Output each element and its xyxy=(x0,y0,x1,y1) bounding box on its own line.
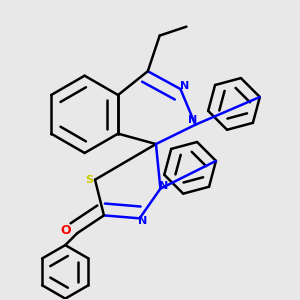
Text: O: O xyxy=(60,224,70,237)
Text: S: S xyxy=(85,175,93,185)
Text: N: N xyxy=(138,216,147,226)
Text: N: N xyxy=(159,181,168,191)
Text: N: N xyxy=(188,115,197,125)
Text: N: N xyxy=(180,81,190,91)
